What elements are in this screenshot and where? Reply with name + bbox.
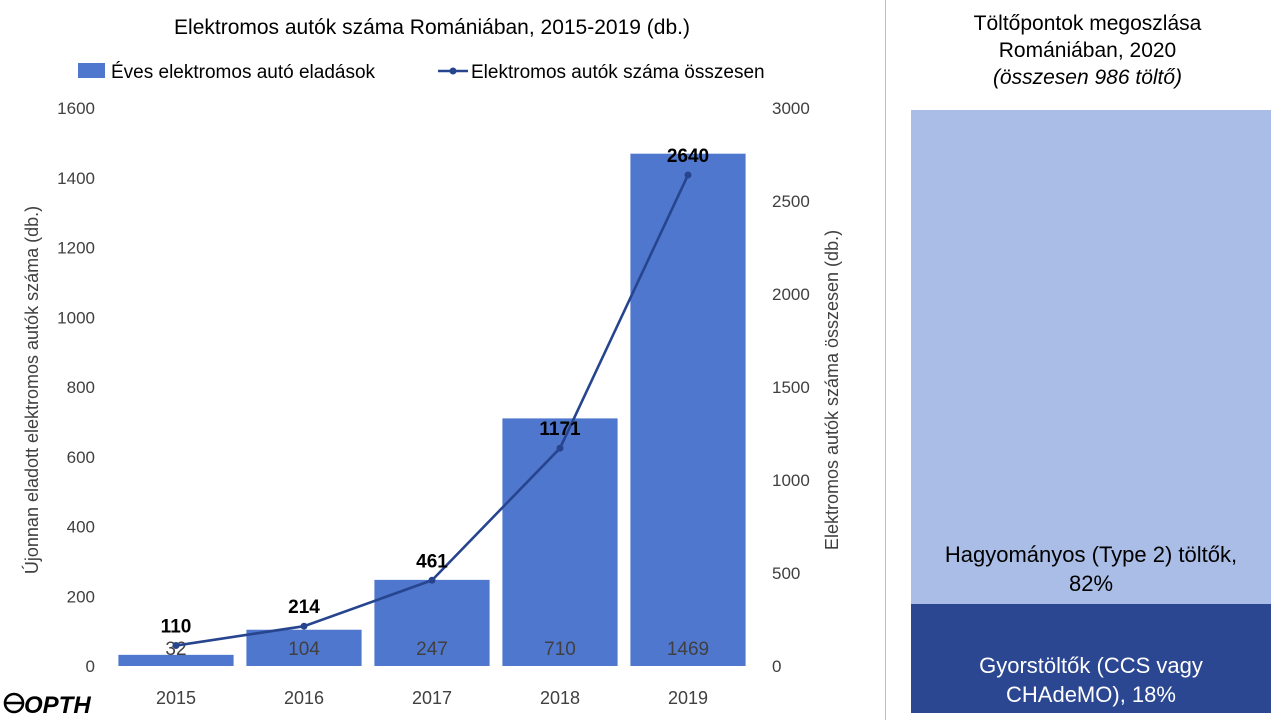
ev-sales-combo-chart: Elektromos autók száma Romániában, 2015-…	[21, 16, 842, 708]
y-tick-left-400: 400	[67, 518, 95, 537]
y-tick-right-2000: 2000	[772, 285, 810, 304]
opth-logo: OPTH	[3, 692, 91, 718]
line-label-2019: 2640	[667, 146, 709, 167]
line-point-2018	[556, 444, 564, 452]
logo-text: OPTH	[24, 692, 91, 718]
legend-line-label: Elektromos autók száma összesen	[471, 62, 765, 83]
line-series: 110 214 461 1171 2640	[161, 146, 709, 650]
segment-type2: Hagyományos (Type 2) töltők, 82%	[911, 110, 1271, 604]
line-label-2015: 110	[161, 617, 192, 638]
x-tick-2015: 2015	[156, 688, 196, 708]
legend: Éves elektromos autó eladások Elektromos…	[78, 62, 765, 83]
y-axis-title-left: Újonnan eladott elektromos autók száma (…	[21, 206, 42, 574]
bar-2016	[246, 629, 362, 666]
x-tick-2019: 2019	[668, 688, 708, 708]
x-tick-2016: 2016	[284, 688, 324, 708]
line-point-2017	[428, 576, 436, 584]
legend-line-marker	[449, 67, 457, 75]
x-tick-2018: 2018	[540, 688, 580, 708]
x-tick-2017: 2017	[412, 688, 452, 708]
bar-label-2017: 247	[416, 639, 448, 660]
line-point-2019	[684, 171, 692, 179]
y-tick-right-3000: 3000	[772, 99, 810, 118]
y-tick-right-2500: 2500	[772, 192, 810, 211]
charger-distribution-panel: Töltőpontok megoszlása Romániában, 2020 …	[895, 0, 1280, 720]
segment-fast-label-line-2: CHAdeMO), 18%	[1006, 682, 1176, 707]
line-point-2015	[172, 642, 180, 650]
x-axis-ticks: 2015 2016 2017 2018 2019	[156, 688, 708, 708]
legend-bar-label: Éves elektromos autó eladások	[111, 62, 376, 83]
charger-chart-title: Töltőpontok megoszlása Romániában, 2020 …	[895, 10, 1280, 91]
bar-2018	[502, 418, 618, 666]
line-label-2016: 214	[288, 597, 320, 618]
bar-series: 32 104 247 710 1469	[118, 153, 746, 666]
y-tick-left-1000: 1000	[57, 308, 95, 327]
panel-divider	[885, 0, 886, 720]
bar-label-2019: 1469	[667, 639, 709, 660]
segment-fast-charger: Gyorstöltők (CCS vagy CHAdeMO), 18%	[911, 604, 1271, 713]
y-tick-left-600: 600	[67, 448, 95, 467]
bar-2019	[630, 153, 746, 666]
y-tick-left-1600: 1600	[57, 99, 95, 118]
y-tick-left-1400: 1400	[57, 169, 95, 188]
segment-type2-label-line-2: 82%	[1068, 571, 1114, 596]
line-label-2017: 461	[416, 551, 448, 572]
y-tick-right-500: 500	[772, 564, 800, 583]
charger-subtitle: (összesen 986 töltő)	[992, 66, 1183, 89]
line-point-2016	[300, 622, 308, 630]
legend-bar-swatch	[78, 63, 105, 78]
y-tick-left-0: 0	[86, 657, 95, 676]
y-tick-right-1000: 1000	[772, 471, 810, 490]
bar-label-2018: 710	[544, 639, 576, 660]
line-label-2018: 1171	[539, 419, 581, 440]
y-axis-left-ticks: 0 200 400 600 800 1000 1200 1400 1600	[57, 99, 95, 676]
segment-fast-label-line-1: Gyorstöltők (CCS vagy	[979, 653, 1203, 678]
y-axis-right-ticks: 0 500 1000 1500 2000 2500 3000	[772, 99, 810, 676]
charger-title-line-1: Töltőpontok megoszlása	[973, 12, 1202, 35]
y-axis-title-right: Elektromos autók száma összesen (db.)	[822, 230, 842, 550]
charger-title-line-2: Romániában, 2020	[998, 39, 1177, 62]
y-tick-left-200: 200	[67, 587, 95, 606]
y-tick-right-1500: 1500	[772, 378, 810, 397]
bar-2015	[118, 654, 234, 666]
y-tick-left-800: 800	[67, 378, 95, 397]
segment-type2-label-line-1: Hagyományos (Type 2) töltők,	[944, 542, 1238, 567]
chart-title: Elektromos autók száma Romániában, 2015-…	[174, 16, 690, 39]
y-tick-right-0: 0	[772, 657, 781, 676]
bar-label-2016: 104	[288, 639, 320, 660]
charger-stacked-bar: Hagyományos (Type 2) töltők, 82% Gyorstö…	[911, 110, 1271, 713]
y-tick-left-1200: 1200	[57, 239, 95, 258]
